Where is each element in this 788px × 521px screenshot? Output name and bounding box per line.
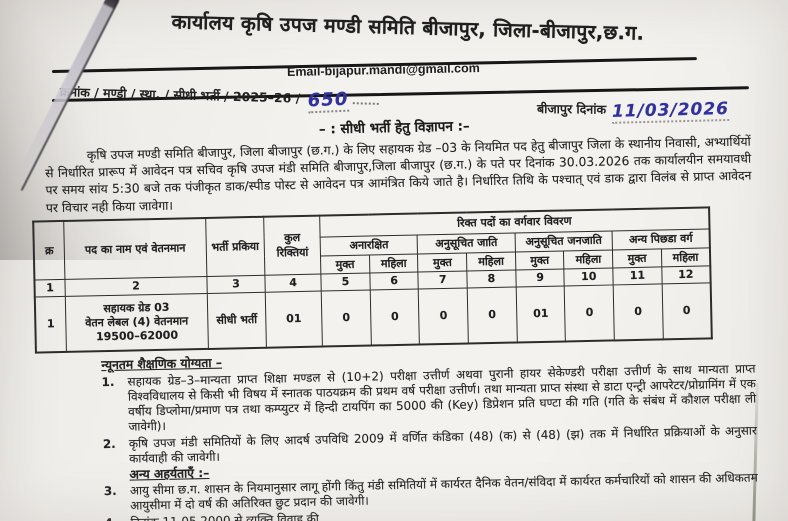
cell-value: 0 <box>661 282 712 340</box>
column-number: 12 <box>661 265 711 284</box>
cell-value: 0 <box>321 289 372 347</box>
column-number: 11 <box>612 266 662 285</box>
office-title: कार्यालय कृषि उपज मण्डी समिति बीजापुर, ज… <box>171 10 645 45</box>
header-open: मुक्त <box>612 248 662 268</box>
header-total: कुल रिक्तियां <box>263 215 321 276</box>
header-category-obc: अन्य पिछडा वर्ग <box>612 228 710 250</box>
header-open: मुक्त <box>417 252 467 272</box>
column-number: 4 <box>264 273 322 293</box>
intro-paragraph: कृषि उपज मण्डी समिति बीजापुर, जिला बीजाप… <box>45 134 752 215</box>
list-item-number: 2. <box>102 436 116 451</box>
cell-value: 0 <box>418 287 469 345</box>
column-number: 8 <box>466 269 516 288</box>
header-female: महिला <box>661 247 711 267</box>
list-item-number: 3. <box>103 484 117 499</box>
column-number: 5 <box>320 272 370 291</box>
cell-value: 0 <box>564 284 615 342</box>
header-category-unreserved: अनारक्षित <box>320 234 418 256</box>
header-female: महिला <box>563 249 613 269</box>
list-item-number: 4. <box>104 515 130 521</box>
header-female: महिला <box>369 253 419 273</box>
column-number: 10 <box>564 267 614 286</box>
document-body: – : सीधी भर्ती हेतु विज्ञापन :– कृषि उपज… <box>0 104 788 521</box>
column-number: 6 <box>369 271 419 290</box>
header-open: मुक्त <box>515 250 565 270</box>
cell-value: 01 <box>515 285 566 343</box>
column-number: 9 <box>515 268 565 287</box>
column-number: 1 <box>34 279 66 297</box>
post-line: वेतन लेबल (4) वेतनमान <box>85 314 189 330</box>
reference-label: क्रमांक / मण्डी / स्था. / सीधी भर्ती / 2… <box>59 84 301 106</box>
cell-value: 0 <box>467 286 518 344</box>
cell-serial: 1 <box>34 296 67 353</box>
page-corner-shadow <box>0 0 150 260</box>
cell-process: सीधी भर्ती <box>207 292 267 349</box>
post-line: 19500–62000 <box>95 328 179 344</box>
header-female: महिला <box>466 251 516 271</box>
list-item-number: 1. <box>101 374 115 389</box>
cell-total: 01 <box>265 290 323 348</box>
header-process: भर्ती प्रकिया <box>205 216 265 277</box>
header-post: पद का नाम एवं वेतनमान <box>63 217 207 280</box>
reference-number-handwritten: 650 <box>307 88 349 114</box>
column-number: 7 <box>418 270 468 289</box>
vacancy-table: क्र पद का नाम एवं वेतनमान भर्ती प्रकिया … <box>32 206 713 354</box>
cell-value: 0 <box>369 288 420 346</box>
cell-value: 0 <box>613 283 664 341</box>
cell-post: सहायक ग्रेड 03 वेतन लेबल (4) वेतनमान 195… <box>65 293 209 352</box>
email-line: Email-bijapur.mandi@gmail.com <box>286 60 480 80</box>
header-category-sc: अनुसूचित जाति <box>417 232 516 254</box>
header-category-st: अनुसूचित जनजाति <box>514 230 613 252</box>
dotted-line <box>352 91 379 105</box>
header-serial: क्र <box>33 220 65 280</box>
column-number: 3 <box>206 275 266 294</box>
header-open: मुक्त <box>320 254 370 274</box>
